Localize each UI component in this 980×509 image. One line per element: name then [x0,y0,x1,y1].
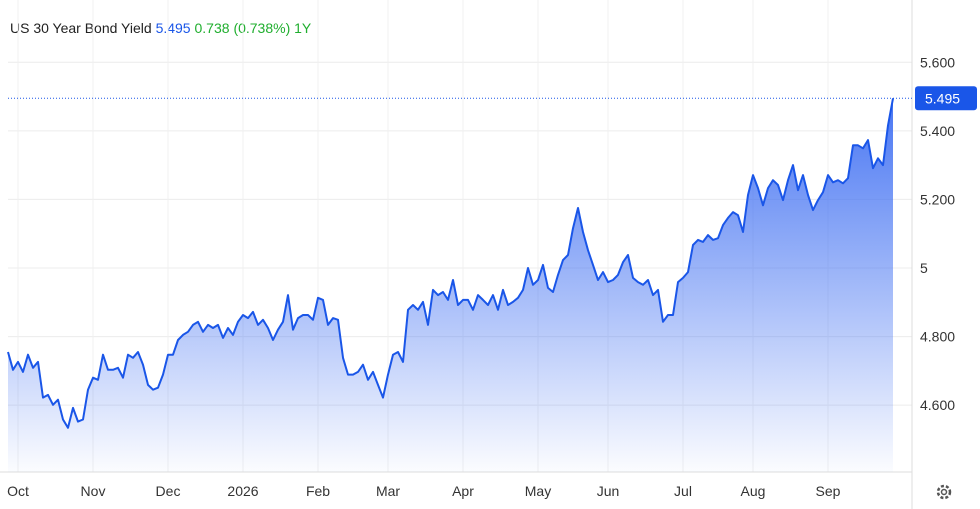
x-tick-label: May [525,483,551,499]
x-tick-label: Jun [597,483,620,499]
x-tick-label: Jul [674,483,692,499]
gear-teeth [936,484,952,500]
y-tick-label: 5.400 [920,123,955,139]
last-value-label: 5.495 [925,90,960,106]
y-tick-label: 5.200 [920,191,955,207]
x-tick-label: Mar [376,483,400,499]
period: 1Y [294,20,312,36]
change: 0.738 [195,20,230,36]
y-tick-label: 4.800 [920,329,955,345]
x-tick-label: 2026 [227,483,258,499]
x-tick-label: Feb [306,483,330,499]
x-tick-label: Dec [156,483,181,499]
last-value-badge [915,86,977,111]
x-tick-label: Apr [452,483,474,499]
y-tick-label: 5.600 [920,54,955,70]
line [7,98,894,429]
area [8,98,893,473]
x-tick-label: Oct [7,483,29,499]
header: US 30 Year Bond Yield 5.495 0.738 (0.738… [10,20,312,36]
y-tick-label: 4.600 [920,397,955,413]
change-percent: (0.738%) [233,20,290,36]
x-tick-label: Nov [81,483,106,499]
x-tick-label: Aug [741,483,766,499]
x-tick-label: Sep [816,483,841,499]
chart-title: US 30 Year Bond Yield [10,20,152,36]
y-tick-label: 5 [920,260,928,276]
settings-icon[interactable] [936,484,952,500]
gear-hub [940,488,948,496]
last-value: 5.495 [156,20,191,36]
